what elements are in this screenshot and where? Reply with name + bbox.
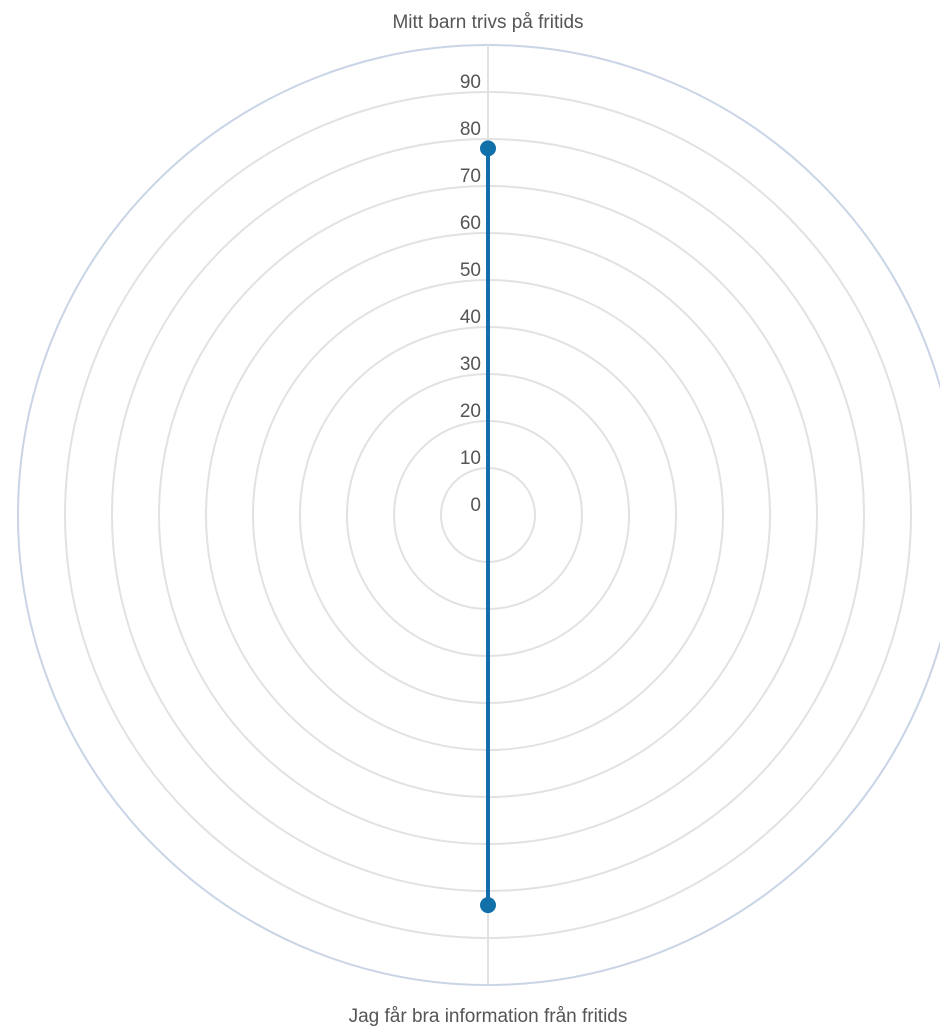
radial-tick-label: 0 bbox=[470, 495, 481, 516]
radial-tick-label: 50 bbox=[460, 260, 481, 281]
radial-tick-label: 40 bbox=[460, 307, 481, 328]
axis-label-layer: Mitt barn trivs på fritids Jag får bra i… bbox=[349, 12, 628, 1027]
radial-tick-label: 10 bbox=[460, 448, 481, 469]
tick-label-layer: 0 10 20 30 40 50 60 70 80 90 bbox=[460, 72, 481, 516]
axis-label-1: Jag får bra information från fritids bbox=[349, 1006, 628, 1027]
data-point-1 bbox=[480, 897, 496, 914]
radial-tick-label: 30 bbox=[460, 354, 481, 375]
radial-tick-label: 60 bbox=[460, 213, 481, 234]
data-point-0 bbox=[480, 140, 496, 157]
radial-tick-label: 90 bbox=[460, 72, 481, 93]
radial-tick-label: 70 bbox=[460, 166, 481, 187]
radial-tick-label: 20 bbox=[460, 401, 481, 422]
axis-label-0: Mitt barn trivs på fritids bbox=[392, 12, 583, 33]
radial-tick-label: 80 bbox=[460, 119, 481, 140]
series-layer bbox=[480, 140, 496, 914]
